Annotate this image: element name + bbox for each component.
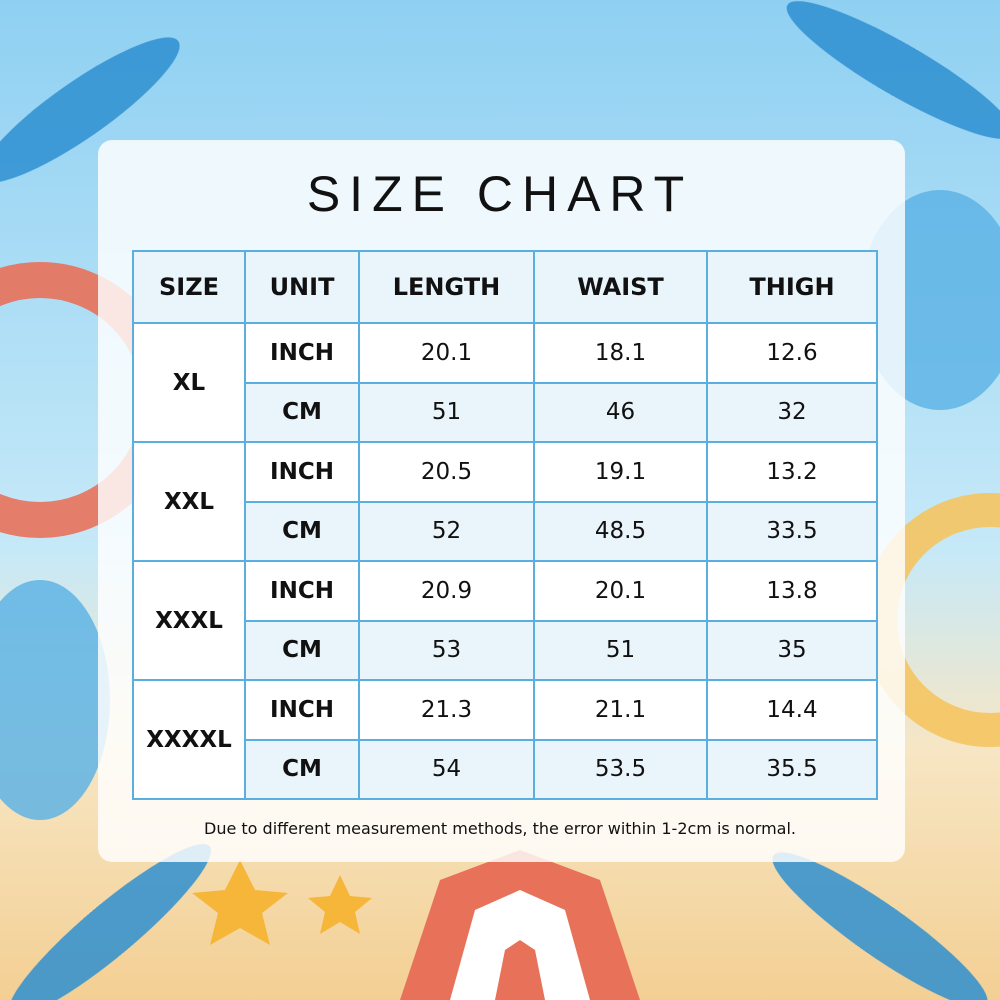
value-cell: 51 xyxy=(533,619,708,681)
size-cell: XL xyxy=(132,322,246,443)
unit-cell: CM xyxy=(244,500,360,562)
value-cell: 20.5 xyxy=(358,441,535,503)
row: XXL INCH 20.5 19.1 13.2 xyxy=(132,441,878,562)
row: XL INCH 20.1 18.1 12.6 xyxy=(132,322,878,443)
value-cell: 48.5 xyxy=(533,500,708,562)
value-cell: 35 xyxy=(706,619,878,681)
size-table: SIZE UNIT LENGTH WAIST THIGH XL INCH 20.1 18.1 12… xyxy=(132,250,878,800)
value-cell: 12.6 xyxy=(706,322,878,384)
value-cell: 32 xyxy=(706,381,878,443)
size-cell: XXL xyxy=(132,441,246,562)
value-cell: 14.4 xyxy=(706,679,878,741)
row: XXXL INCH 20.9 20.1 13.8 xyxy=(132,560,878,681)
value-cell: 13.8 xyxy=(706,560,878,622)
value-cell: 20.1 xyxy=(358,322,535,384)
value-cell: 18.1 xyxy=(533,322,708,384)
header-cell: THIGH xyxy=(706,250,878,324)
value-cell: 51 xyxy=(358,381,535,443)
unit-cell: INCH xyxy=(244,441,360,503)
value-cell: 20.1 xyxy=(533,560,708,622)
value-cell: 35.5 xyxy=(706,738,878,800)
title: SIZE CHART xyxy=(306,166,694,222)
size-cell: XXXL xyxy=(132,560,246,681)
header-cell: SIZE xyxy=(132,250,246,324)
header-cell: LENGTH xyxy=(358,250,535,324)
value-cell: 54 xyxy=(358,738,535,800)
row: CM 51 46 32 xyxy=(133,381,878,443)
value-cell: 46 xyxy=(533,381,708,443)
value-cell: 20.9 xyxy=(358,560,535,622)
header-row: SIZE UNIT LENGTH WAIST THIGH xyxy=(132,250,878,324)
unit-cell: INCH xyxy=(244,679,360,741)
unit-cell: INCH xyxy=(244,560,360,622)
unit-cell: INCH xyxy=(244,322,360,384)
value-cell: 53.5 xyxy=(533,738,708,800)
row: XXXXL INCH 21.3 21.1 14.4 xyxy=(132,679,878,800)
value-cell: 53 xyxy=(358,619,535,681)
row: CM 54 53.5 35.5 xyxy=(133,738,878,800)
row: CM 52 48.5 33.5 xyxy=(133,500,878,562)
row: CM 53 51 35 xyxy=(133,619,878,681)
size-cell: XXXXL xyxy=(132,679,246,800)
value-cell: 21.3 xyxy=(358,679,535,741)
header-cell: UNIT xyxy=(244,250,360,324)
note: Due to different measurement methods, th… xyxy=(204,819,796,838)
value-cell: 19.1 xyxy=(533,441,708,503)
value-cell: 52 xyxy=(358,500,535,562)
unit-cell: CM xyxy=(244,738,360,800)
value-cell: 21.1 xyxy=(533,679,708,741)
header-cell: WAIST xyxy=(533,250,708,324)
unit-cell: CM xyxy=(244,381,360,443)
unit-cell: CM xyxy=(244,619,360,681)
value-cell: 13.2 xyxy=(706,441,878,503)
value-cell: 33.5 xyxy=(706,500,878,562)
